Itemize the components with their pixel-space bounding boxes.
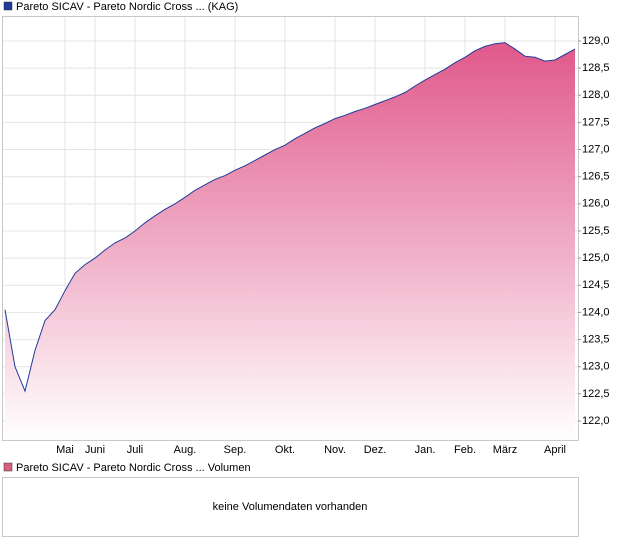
volume-message: keine Volumendaten vorhanden (213, 501, 368, 513)
volume-legend-label: Pareto SICAV - Pareto Nordic Cross ... V… (16, 462, 251, 474)
x-tick-label: Jan. (415, 444, 436, 456)
x-tick-label: Okt. (275, 444, 295, 456)
legend-swatch (3, 1, 13, 11)
y-tick-label: 123,5 (582, 333, 610, 345)
x-tick-label: Aug. (174, 444, 197, 456)
x-tick-label: März (493, 444, 517, 456)
y-tick-label: 128,5 (582, 62, 610, 74)
x-tick-label: Feb. (454, 444, 476, 456)
y-tick-label: 126,5 (582, 171, 610, 183)
x-tick-label: April (544, 444, 566, 456)
x-tick-label: Sep. (224, 444, 247, 456)
y-tick-label: 124,5 (582, 279, 610, 291)
y-tick-label: 122,0 (582, 415, 610, 427)
y-tick-label: 126,0 (582, 198, 610, 210)
y-tick-label: 123,0 (582, 361, 610, 373)
area (5, 42, 575, 440)
y-tick-label: 127,0 (582, 143, 610, 155)
volume-frame (2, 477, 579, 537)
y-tick-label: 127,5 (582, 116, 610, 128)
y-tick-label: 124,0 (582, 306, 610, 318)
y-tick-label: 129,0 (582, 35, 610, 47)
x-tick-label: Dez. (364, 444, 387, 456)
line (4, 42, 576, 393)
volume-legend-swatch (3, 462, 13, 472)
x-tick-label: Nov. (324, 444, 346, 456)
x-tick-label: Juli (127, 444, 144, 456)
y-tick-label: 125,5 (582, 225, 610, 237)
x-tick-label: Juni (85, 444, 105, 456)
y-tick-label: 128,0 (582, 89, 610, 101)
y-tick-label: 125,0 (582, 252, 610, 264)
y-tick-label: 122,5 (582, 388, 610, 400)
x-tick-label: Mai (56, 444, 74, 456)
legend-label: Pareto SICAV - Pareto Nordic Cross ... (… (16, 1, 238, 13)
